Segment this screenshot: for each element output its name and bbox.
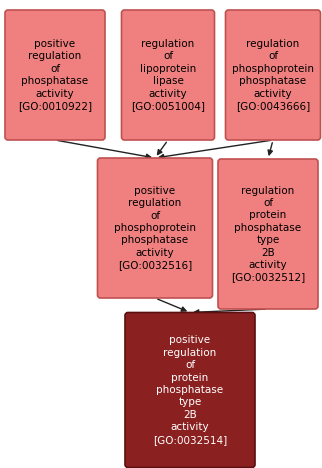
FancyBboxPatch shape: [121, 10, 214, 140]
Text: positive
regulation
of
phosphatase
activity
[GO:0010922]: positive regulation of phosphatase activ…: [18, 39, 92, 111]
FancyBboxPatch shape: [218, 159, 318, 309]
Text: regulation
of
phosphoprotein
phosphatase
activity
[GO:0043666]: regulation of phosphoprotein phosphatase…: [232, 39, 314, 111]
FancyBboxPatch shape: [98, 158, 213, 298]
FancyBboxPatch shape: [225, 10, 320, 140]
Text: regulation
of
lipoprotein
lipase
activity
[GO:0051004]: regulation of lipoprotein lipase activit…: [131, 39, 205, 111]
FancyBboxPatch shape: [5, 10, 105, 140]
Text: positive
regulation
of
phosphoprotein
phosphatase
activity
[GO:0032516]: positive regulation of phosphoprotein ph…: [114, 186, 196, 270]
Text: regulation
of
protein
phosphatase
type
2B
activity
[GO:0032512]: regulation of protein phosphatase type 2…: [231, 186, 305, 282]
Text: positive
regulation
of
protein
phosphatase
type
2B
activity
[GO:0032514]: positive regulation of protein phosphata…: [153, 336, 227, 445]
FancyBboxPatch shape: [125, 313, 255, 468]
